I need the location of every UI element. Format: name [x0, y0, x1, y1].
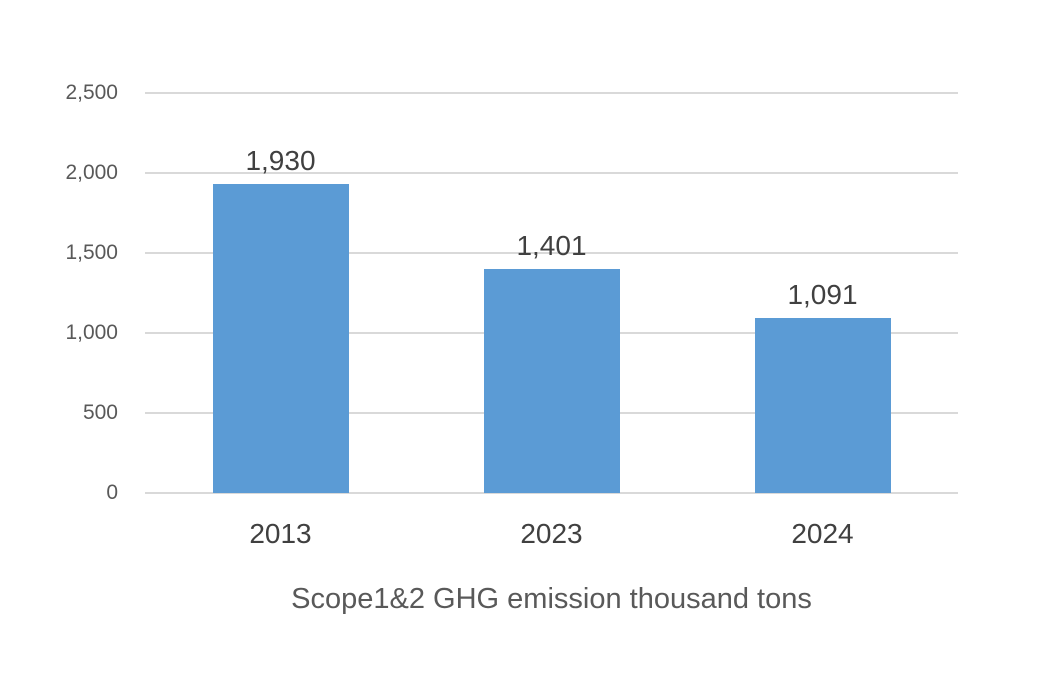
x-tick-label-2024: 2024 [791, 518, 854, 549]
gridline-1,500 [145, 252, 958, 254]
bar-value-label-2024: 1,091 [787, 279, 858, 311]
y-tick-label-2,000: 2,000 [65, 161, 118, 184]
x-tick-label-2013: 2013 [249, 518, 312, 549]
y-tick-label-500: 500 [82, 401, 118, 424]
bar-value-label-2013: 1,930 [245, 145, 316, 177]
y-tick-label-1,000: 1,000 [65, 321, 118, 344]
gridline-0 [145, 492, 958, 494]
y-tick-label-0: 0 [106, 481, 118, 504]
chart-title: Scope1&2 GHG emission thousand tons [291, 583, 812, 615]
y-tick-label-2,500: 2,500 [65, 81, 118, 104]
y-tick-label-1,500: 1,500 [65, 241, 118, 264]
bar-2024 [754, 318, 891, 493]
gridline-2,500 [145, 92, 958, 94]
bar-2013 [212, 184, 349, 493]
x-tick-label-2023: 2023 [520, 518, 583, 549]
bar-value-label-2023: 1,401 [516, 229, 587, 261]
bar-2023 [483, 268, 620, 493]
gridline-2,000 [145, 172, 958, 174]
